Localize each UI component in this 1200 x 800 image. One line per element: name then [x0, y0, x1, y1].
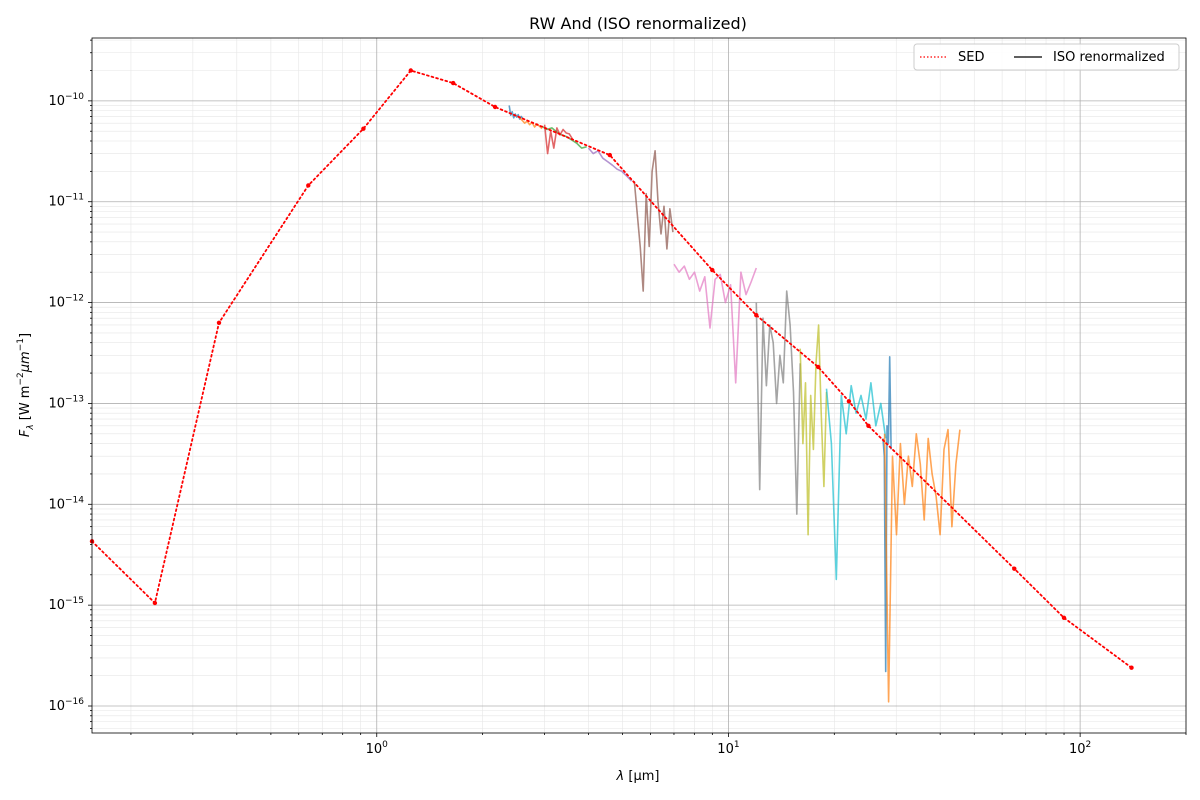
- y-tick-label-base: 10: [48, 497, 65, 512]
- sed-point: [152, 600, 158, 606]
- x-tick-label: 102: [1069, 740, 1091, 757]
- y-tick-label-exponent: −16: [65, 697, 84, 707]
- sed-point: [1129, 665, 1134, 670]
- y-tick-label-base: 10: [48, 598, 65, 613]
- y-tick-label-exponent: −10: [65, 92, 84, 102]
- y-tick-label-exponent: −15: [65, 596, 84, 606]
- y-axis-label-exp1: −2: [16, 372, 26, 385]
- x-tick-label-base: 10: [1069, 742, 1086, 757]
- iso-spectrum-segment: [673, 263, 758, 384]
- y-tick-label: 10−14: [48, 495, 84, 512]
- y-tick-label: 10−12: [48, 294, 84, 311]
- x-tick-label-base: 10: [366, 742, 383, 757]
- iso-spectrum-segment: [587, 147, 633, 182]
- iso-spectra: [508, 105, 961, 703]
- y-tick-label: 10−16: [48, 697, 84, 714]
- y-axis-label-exp2: −1: [16, 338, 26, 351]
- sed-point: [451, 80, 456, 86]
- x-tick-label-exponent: 2: [1086, 740, 1092, 750]
- y-tick-label: 10−11: [48, 193, 84, 210]
- y-tick-label-exponent: −11: [65, 193, 84, 203]
- iso-spectrum-segment: [755, 290, 801, 515]
- y-tick-label-base: 10: [48, 94, 65, 109]
- iso-spectrum-segment: [633, 150, 674, 292]
- minor-gridlines: [92, 38, 1187, 733]
- y-tick-label-base: 10: [48, 396, 65, 411]
- sed-point: [816, 364, 821, 370]
- y-axis-label-subscript: λ: [26, 424, 36, 430]
- major-gridlines: [92, 38, 1186, 733]
- legend-box: [913, 43, 1180, 71]
- y-axis-label-close: ]: [18, 333, 33, 338]
- sed-point: [1061, 615, 1067, 620]
- legend-sed-label: SED: [958, 50, 984, 65]
- sed-point: [216, 320, 222, 325]
- sed-point: [492, 104, 498, 110]
- sed-point: [846, 399, 852, 404]
- y-tick-label: 10−15: [48, 596, 84, 613]
- sed-point: [607, 152, 612, 158]
- sed-point: [306, 183, 311, 188]
- x-axis-ticks: 100 101 102: [130, 733, 1187, 757]
- sed-point: [710, 267, 715, 273]
- x-tick-label-exponent: 1: [734, 740, 740, 750]
- y-axis-label-unit: [W m: [18, 386, 33, 421]
- iso-spectrum-segment: [543, 124, 574, 155]
- y-tick-label: 10−10: [48, 92, 84, 109]
- x-tick-label: 101: [717, 740, 739, 757]
- y-axis-label-mu: μm: [18, 351, 33, 373]
- sed-series: [89, 68, 1134, 670]
- sed-line: [91, 69, 1133, 669]
- sed-point: [361, 126, 366, 131]
- y-axis-label: Fλ [W m−2μm−1]: [16, 333, 36, 437]
- legend-iso-label: ISO renormalized: [1053, 50, 1165, 65]
- y-tick-label-base: 10: [48, 699, 65, 714]
- x-axis-label: λ [μm]: [616, 769, 660, 784]
- y-tick-label-exponent: −13: [65, 394, 84, 404]
- sed-point: [408, 68, 413, 73]
- x-axis-label-unit: [μm]: [628, 769, 659, 784]
- x-tick-label: 100: [366, 740, 389, 757]
- legend: SED ISO renormalized: [913, 43, 1180, 71]
- y-tick-label-base: 10: [48, 296, 65, 311]
- y-tick-label: 10−13: [48, 394, 84, 411]
- iso-spectrum-segment: [883, 428, 961, 703]
- x-tick-label-exponent: 0: [382, 740, 388, 750]
- y-tick-label-base: 10: [48, 195, 65, 210]
- chart-title: RW And (ISO renormalized): [529, 14, 747, 33]
- x-axis-label-symbol: λ: [616, 769, 625, 784]
- x-tick-label-base: 10: [717, 742, 734, 757]
- sed-point: [866, 423, 871, 428]
- plot-frame: [91, 37, 1187, 734]
- iso-spectrum-segment: [799, 324, 828, 536]
- y-axis-label-symbol: F: [18, 429, 33, 437]
- sed-point: [754, 313, 759, 318]
- sed-point: [1012, 566, 1017, 571]
- y-tick-label-exponent: −14: [65, 495, 84, 505]
- iso-spectrum-segment: [825, 381, 887, 581]
- y-tick-label-exponent: −12: [65, 294, 84, 304]
